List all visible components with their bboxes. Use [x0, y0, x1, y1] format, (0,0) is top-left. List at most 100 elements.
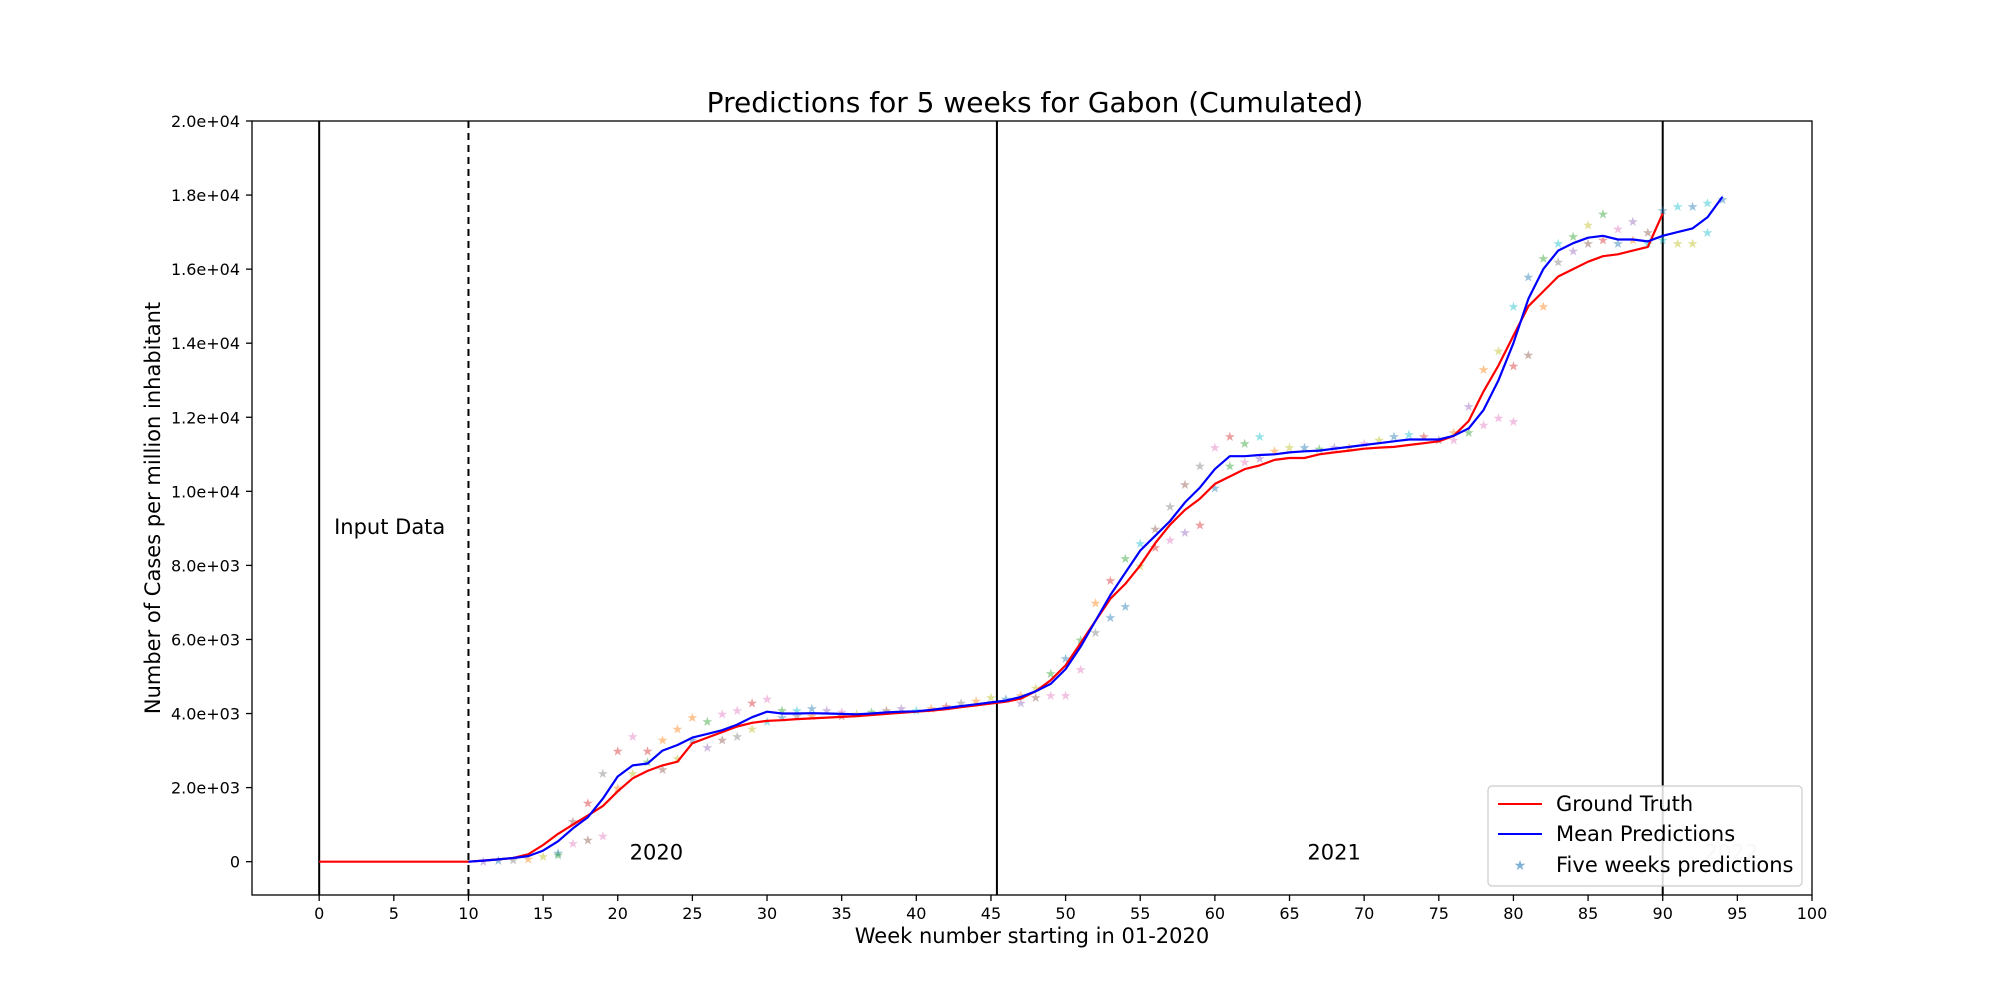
x-tick-label-2: 10 [458, 904, 478, 923]
vertical-lines-layer [318, 121, 1664, 895]
prediction-point-119: ★ [1567, 245, 1579, 260]
prediction-point-79: ★ [1194, 459, 1206, 474]
prediction-point-76: ★ [1164, 533, 1176, 548]
prediction-point-3: ★ [522, 852, 534, 867]
prediction-point-96: ★ [1373, 433, 1385, 448]
prediction-point-130: ★ [1657, 204, 1669, 219]
prediction-point-47: ★ [896, 702, 908, 717]
prediction-point-58: ★ [1030, 691, 1042, 706]
prediction-point-109: ★ [1508, 300, 1520, 315]
prediction-point-24: ★ [687, 733, 699, 748]
y-tick-label-5: 1.0e+04 [171, 482, 240, 501]
prediction-point-59: ★ [1045, 667, 1057, 682]
prediction-point-116: ★ [1552, 237, 1564, 252]
prediction-point-112: ★ [1523, 271, 1535, 286]
annotation-0: Input Data [334, 515, 445, 539]
y-tick-label-2: 4.0e+03 [171, 705, 240, 724]
y-tick-label-8: 1.6e+04 [171, 260, 240, 279]
prediction-point-84: ★ [1224, 459, 1236, 474]
prediction-point-125: ★ [1612, 237, 1624, 252]
prediction-point-106: ★ [1478, 419, 1490, 434]
legend-label-five-weeks-predictions: Five weeks predictions [1556, 853, 1794, 877]
prediction-point-137: ★ [1702, 226, 1714, 241]
prediction-point-5: ★ [552, 846, 564, 861]
prediction-point-107: ★ [1493, 345, 1505, 360]
prediction-point-103: ★ [1463, 400, 1475, 415]
prediction-point-8: ★ [567, 837, 579, 852]
prediction-point-123: ★ [1597, 234, 1609, 249]
prediction-point-78: ★ [1179, 526, 1191, 541]
legend-label-mean-predictions: Mean Predictions [1556, 822, 1735, 846]
prediction-point-61: ★ [1060, 652, 1072, 667]
prediction-point-111: ★ [1508, 415, 1520, 430]
prediction-point-135: ★ [1687, 237, 1699, 252]
prediction-point-102: ★ [1448, 433, 1460, 448]
prediction-point-105: ★ [1478, 363, 1490, 378]
prediction-point-73: ★ [1149, 522, 1161, 537]
prediction-point-11: ★ [597, 767, 609, 782]
prediction-point-118: ★ [1567, 230, 1579, 245]
x-tick-label-7: 35 [831, 904, 851, 923]
legend: Ground Truth Mean Predictions ★ Five wee… [1487, 785, 1803, 887]
prediction-point-14: ★ [612, 782, 624, 797]
prediction-point-77: ★ [1179, 478, 1191, 493]
prediction-point-19: ★ [657, 733, 669, 748]
prediction-point-127: ★ [1627, 234, 1639, 249]
prediction-point-15: ★ [627, 730, 639, 745]
plot-frame [251, 120, 1813, 896]
prediction-point-25: ★ [701, 715, 713, 730]
y-tick-label-0: 0 [230, 853, 240, 872]
prediction-point-83: ★ [1224, 430, 1236, 445]
prediction-point-98: ★ [1403, 428, 1415, 443]
prediction-point-40: ★ [806, 709, 818, 724]
prediction-point-32: ★ [746, 722, 758, 737]
prediction-point-89: ★ [1269, 445, 1281, 460]
prediction-point-67: ★ [1105, 574, 1117, 589]
prediction-point-117: ★ [1552, 256, 1564, 271]
y-tick-label-4: 8.0e+03 [171, 556, 240, 575]
prediction-point-132: ★ [1672, 200, 1684, 215]
prediction-point-122: ★ [1597, 208, 1609, 223]
x-tick-label-16: 80 [1503, 904, 1523, 923]
prediction-point-104: ★ [1463, 426, 1475, 441]
prediction-point-2: ★ [507, 853, 519, 868]
prediction-point-56: ★ [1015, 696, 1027, 711]
prediction-point-114: ★ [1537, 252, 1549, 267]
prediction-point-10: ★ [582, 833, 594, 848]
y-tick-label-3: 6.0e+03 [171, 630, 240, 649]
prediction-point-136: ★ [1702, 196, 1714, 211]
prediction-point-62: ★ [1060, 689, 1072, 704]
prediction-point-60: ★ [1045, 689, 1057, 704]
prediction-point-82: ★ [1209, 482, 1221, 497]
prediction-point-88: ★ [1254, 452, 1266, 467]
prediction-point-53: ★ [985, 691, 997, 706]
prediction-point-115: ★ [1537, 300, 1549, 315]
x-tick-label-20: 100 [1797, 904, 1828, 923]
prediction-point-68: ★ [1105, 611, 1117, 626]
prediction-point-35: ★ [776, 704, 788, 719]
prediction-point-9: ★ [582, 796, 594, 811]
prediction-point-64: ★ [1075, 663, 1087, 678]
series-line-1 [468, 196, 1724, 863]
prediction-point-36: ★ [776, 711, 788, 726]
prediction-point-39: ★ [806, 702, 818, 717]
prediction-point-4: ★ [537, 850, 549, 865]
x-tick-label-5: 25 [682, 904, 702, 923]
prediction-point-1: ★ [492, 854, 504, 869]
x-tick-label-4: 20 [608, 904, 628, 923]
y-tick-label-7: 1.4e+04 [171, 334, 240, 353]
prediction-point-124: ★ [1612, 222, 1624, 237]
x-tick-label-1: 5 [389, 904, 399, 923]
legend-box [1487, 785, 1803, 887]
x-axis-title: Week number starting in 01-2020 [855, 924, 1209, 948]
prediction-point-31: ★ [746, 696, 758, 711]
prediction-point-85: ★ [1239, 437, 1251, 452]
x-tick-label-15: 75 [1429, 904, 1449, 923]
prediction-point-37: ★ [791, 704, 803, 719]
prediction-point-108: ★ [1493, 411, 1505, 426]
prediction-point-69: ★ [1119, 552, 1131, 567]
prediction-point-57: ★ [1030, 682, 1042, 697]
x-tick-label-11: 55 [1130, 904, 1150, 923]
prediction-point-113: ★ [1523, 348, 1535, 363]
x-tick-label-0: 0 [314, 904, 324, 923]
